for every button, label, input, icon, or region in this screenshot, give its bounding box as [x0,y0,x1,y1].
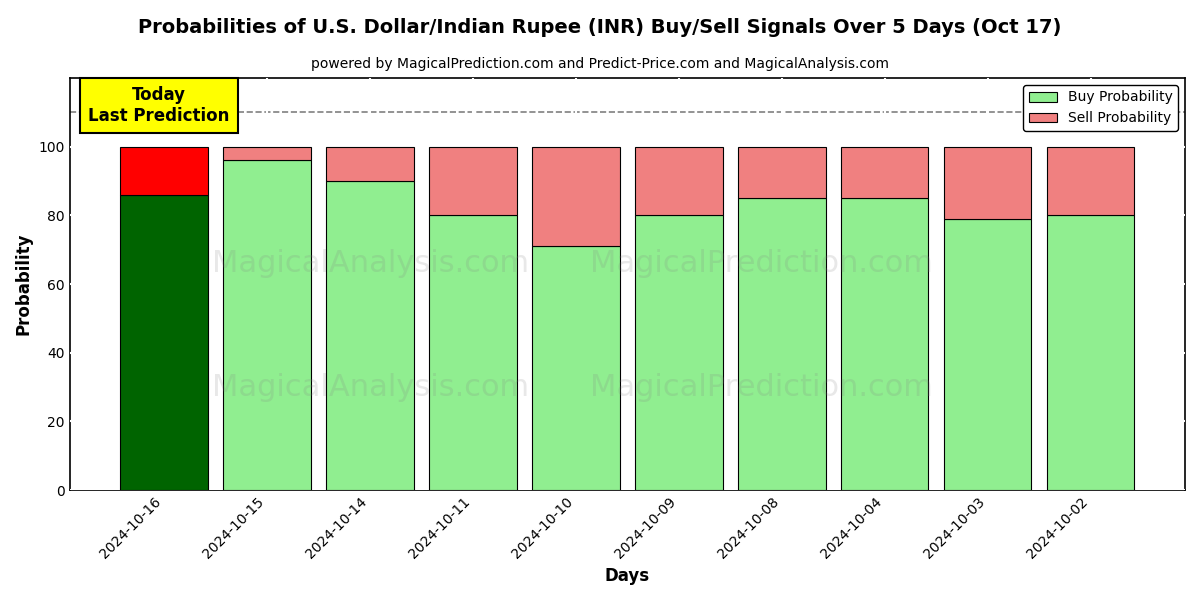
Text: MagicalPrediction.com: MagicalPrediction.com [589,373,932,401]
Bar [635,215,722,490]
Bar [1046,215,1134,490]
Bar [1046,146,1134,215]
Bar [944,146,1031,219]
Bar [120,195,208,490]
Bar [430,146,517,215]
Text: powered by MagicalPrediction.com and Predict-Price.com and MagicalAnalysis.com: powered by MagicalPrediction.com and Pre… [311,57,889,71]
Bar [635,146,722,215]
Bar [430,215,517,490]
Text: MagicalPrediction.com: MagicalPrediction.com [589,249,932,278]
Bar [944,219,1031,490]
Bar [326,181,414,490]
Bar [738,198,826,490]
Bar [738,146,826,198]
Text: Today
Last Prediction: Today Last Prediction [89,86,229,125]
Y-axis label: Probability: Probability [14,233,34,335]
Text: MagicalAnalysis.com: MagicalAnalysis.com [212,249,529,278]
Text: Probabilities of U.S. Dollar/Indian Rupee (INR) Buy/Sell Signals Over 5 Days (Oc: Probabilities of U.S. Dollar/Indian Rupe… [138,18,1062,37]
Bar [841,198,929,490]
Bar [223,146,311,160]
Text: MagicalAnalysis.com: MagicalAnalysis.com [212,373,529,401]
Bar [120,146,208,195]
Bar [841,146,929,198]
Bar [326,146,414,181]
Legend: Buy Probability, Sell Probability: Buy Probability, Sell Probability [1024,85,1178,131]
Bar [223,160,311,490]
X-axis label: Days: Days [605,567,650,585]
Bar [532,146,619,246]
Bar [532,246,619,490]
